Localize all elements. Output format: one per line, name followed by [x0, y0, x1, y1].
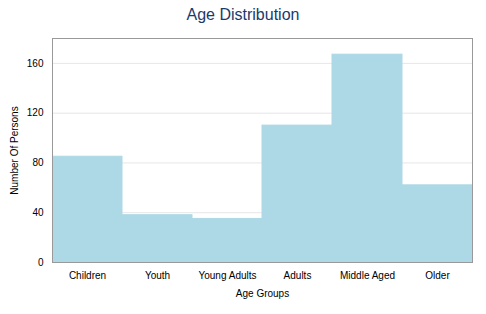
- svg-text:Number Of Persons: Number Of Persons: [9, 106, 20, 194]
- svg-text:Children: Children: [69, 270, 106, 281]
- html-text:Age Distribution: Age Distribution: [186, 6, 300, 23]
- svg-text:40: 40: [32, 207, 44, 218]
- svg-text:Young Adults: Young Adults: [198, 270, 256, 281]
- svg-text:80: 80: [32, 157, 44, 168]
- svg-text:Older: Older: [425, 270, 450, 281]
- svg-text:0: 0: [38, 257, 44, 268]
- svg-text:160: 160: [27, 58, 44, 69]
- svg-text:Age Groups: Age Groups: [236, 288, 289, 299]
- svg-text:Middle Aged: Middle Aged: [340, 270, 395, 281]
- svg-text:120: 120: [27, 107, 44, 118]
- svg-text:Youth: Youth: [145, 270, 170, 281]
- svg-text:Adults: Adults: [284, 270, 312, 281]
